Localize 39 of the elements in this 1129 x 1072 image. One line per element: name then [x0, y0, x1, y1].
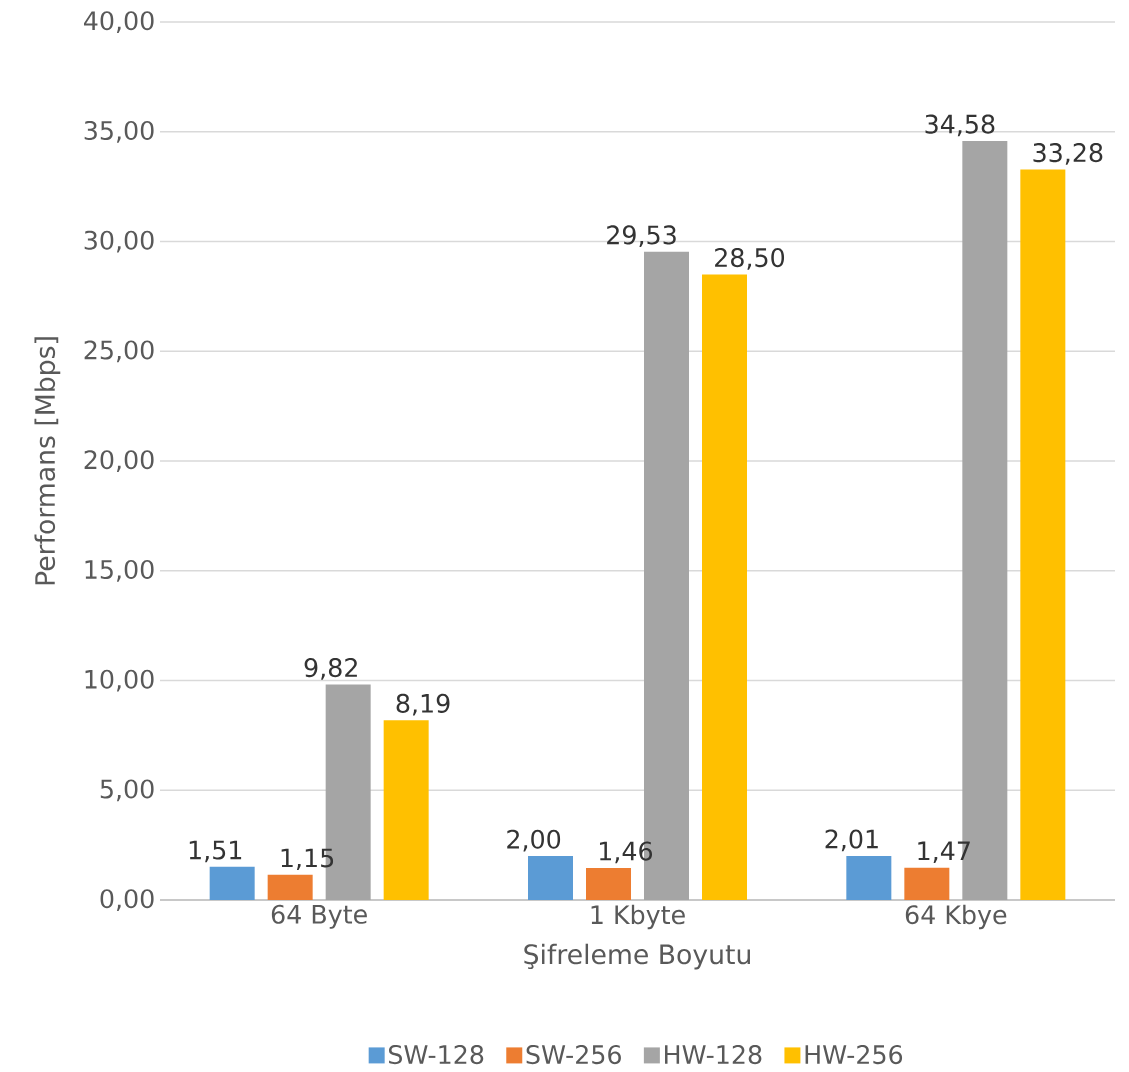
y-tick-label: 5,00 [100, 779, 154, 802]
y-tick-label: 20,00 [84, 450, 154, 472]
data-label: 8,19 [396, 693, 450, 716]
bar [209, 866, 255, 900]
x-tick-label: 1 Kbyte [591, 904, 685, 930]
legend-label: SW-256 [526, 1045, 621, 1065]
data-label: 34,58 [925, 114, 995, 137]
bar [528, 856, 573, 900]
data-label: 1,51 [189, 840, 242, 863]
legend-label: HW-256 [805, 1045, 903, 1065]
bar [267, 874, 313, 900]
data-label: 9,82 [304, 658, 357, 680]
x-axis-title: Şifreleme Boyutu [524, 943, 750, 970]
y-axis-title: Performans [Mbps] [34, 337, 61, 585]
y-tick-label: 30,00 [84, 230, 154, 253]
data-label: 28,50 [715, 247, 785, 270]
bar [904, 867, 950, 900]
y-tick-label: 35,00 [84, 120, 154, 143]
y-tick-label: 25,00 [84, 340, 154, 363]
y-tick-label: 15,00 [85, 559, 154, 582]
data-label: 1,46 [600, 841, 653, 864]
x-tick-label: 64 Kbye [905, 904, 1007, 930]
data-label: 2,00 [507, 829, 561, 852]
data-label: 1,15 [281, 848, 334, 871]
y-tick-label: 10,00 [85, 669, 154, 692]
data-label: 29,53 [607, 225, 676, 248]
bar [702, 274, 748, 900]
data-label: 33,28 [1033, 143, 1103, 165]
legend-label: SW-128 [389, 1045, 484, 1065]
bar [1020, 169, 1066, 900]
legend-label: HW-128 [665, 1045, 762, 1065]
bar [846, 855, 892, 900]
x-tick-label: 64 Byte [271, 904, 367, 929]
bar [383, 720, 429, 900]
data-label: 2,01 [825, 829, 878, 852]
data-label: 1,47 [918, 841, 970, 864]
bar [586, 867, 632, 900]
y-tick-label: 40,00 [84, 11, 154, 33]
y-tick-label: 0,00 [100, 889, 154, 911]
